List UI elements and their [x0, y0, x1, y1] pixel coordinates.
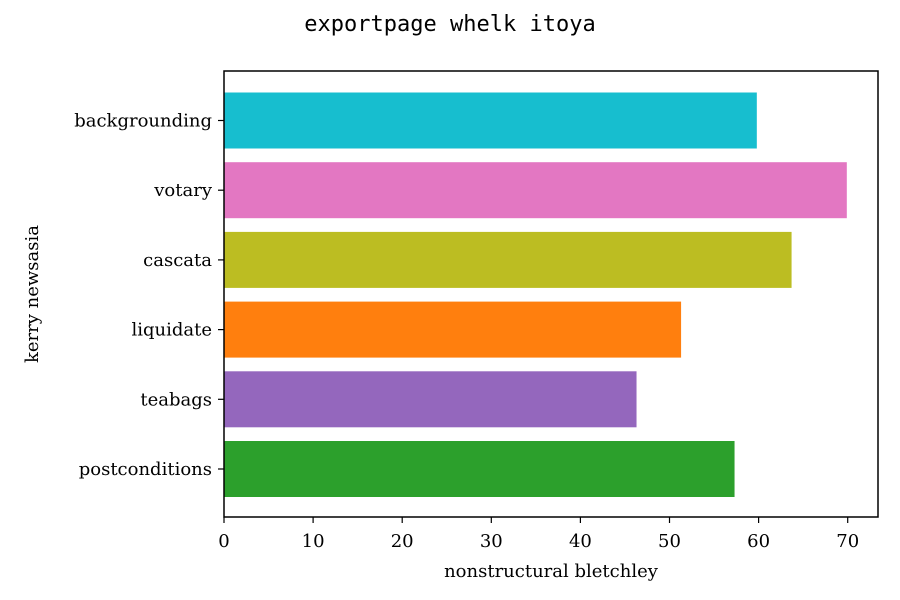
x-tick-label: 10	[302, 531, 325, 552]
x-tick-label: 50	[658, 531, 681, 552]
bar-postconditions	[224, 441, 735, 497]
y-tick-label: postconditions	[79, 459, 212, 480]
y-tick-label: teabags	[140, 389, 212, 410]
x-tick-label: 40	[569, 531, 592, 552]
y-axis-ticks: backgrounding votary cascata liquidate teaba…	[74, 111, 224, 480]
bar-cascata	[224, 231, 792, 288]
y-tick-label: votary	[153, 180, 213, 201]
bar-teabags	[224, 371, 637, 428]
y-tick-label: backgrounding	[74, 111, 212, 132]
bar-backgrounding	[224, 92, 757, 149]
x-tick-label: 70	[836, 531, 859, 552]
bar-liquidate	[224, 301, 682, 358]
bars-group	[224, 92, 847, 497]
x-tick-label: 20	[391, 531, 414, 552]
y-tick-label: liquidate	[131, 320, 212, 341]
x-axis-label: nonstructural bletchley	[444, 561, 659, 582]
x-tick-label: 0	[218, 531, 229, 552]
chart-title: exportpage whelk itoya	[304, 12, 595, 37]
x-tick-label: 30	[480, 531, 503, 552]
plot-frame	[223, 70, 879, 518]
x-axis-ticks: 0 10 20 30 40 50 60 70	[218, 517, 859, 552]
x-tick-label: 60	[747, 531, 770, 552]
bar-votary	[224, 162, 847, 219]
y-axis-label: kerry newsasia	[22, 225, 43, 363]
y-tick-label: cascata	[143, 250, 212, 271]
